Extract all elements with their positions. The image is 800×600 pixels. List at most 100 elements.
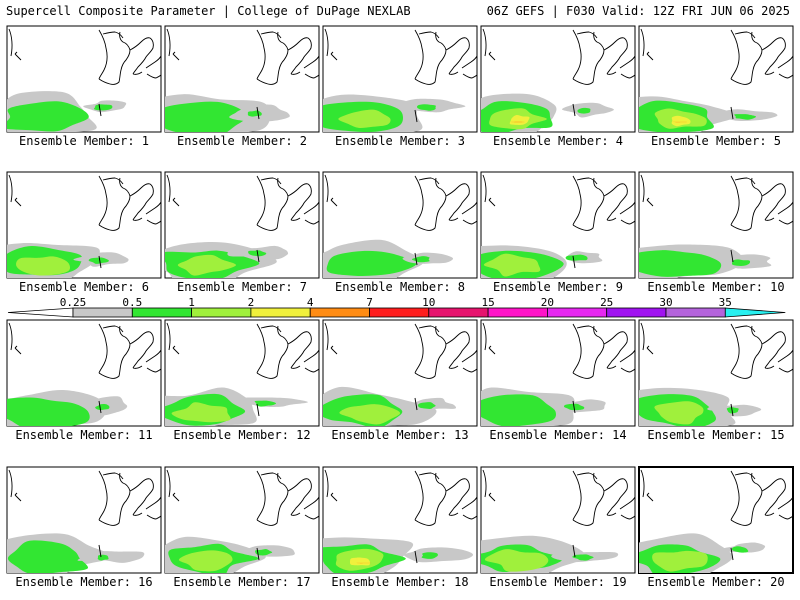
ensemble-panel-14: Ensemble Member: 14 — [480, 319, 636, 442]
coastline — [102, 177, 124, 185]
ensemble-panel-12: Ensemble Member: 12 — [164, 319, 320, 442]
coastline — [620, 367, 636, 373]
contour-level-2 — [177, 254, 236, 276]
coastline — [129, 478, 154, 516]
scp-field — [481, 387, 606, 426]
coastline — [572, 175, 605, 231]
colorbar-swatch — [487, 307, 548, 318]
colorbar-swatch — [191, 307, 252, 318]
ensemble-panel-20: Ensemble Member: 20 — [638, 466, 794, 589]
contour-streak-core — [254, 400, 277, 407]
coastline — [646, 51, 654, 61]
contour-streak-core — [577, 107, 591, 114]
scp-field — [639, 96, 778, 132]
scp-field — [165, 242, 289, 278]
scp-field — [165, 536, 295, 573]
coastline — [303, 201, 320, 215]
ensemble-panel-6: Ensemble Member: 6 — [6, 171, 162, 294]
contour-level-1 — [326, 250, 417, 276]
contour-level-1 — [639, 250, 722, 277]
coastline — [646, 345, 654, 355]
ensemble-member-label: Ensemble Member: 20 — [647, 575, 784, 589]
coastline — [8, 469, 13, 498]
colorbar-swatch — [369, 307, 430, 318]
coastline — [146, 73, 162, 79]
colorbar-low-arrow — [7, 307, 74, 318]
contour-streak-core — [421, 552, 438, 559]
ensemble-panel-11: Ensemble Member: 11 — [6, 319, 162, 442]
coastline — [646, 492, 654, 502]
boundary-line — [572, 400, 576, 414]
coastline — [330, 197, 338, 207]
colorbar-swatch — [428, 307, 489, 318]
coastline — [730, 470, 763, 526]
contour-level-1 — [7, 101, 89, 132]
coastline — [303, 349, 320, 363]
ensemble-panel-4: Ensemble Member: 4 — [480, 25, 636, 148]
coastline — [619, 201, 636, 215]
coastline — [145, 349, 162, 363]
coastline — [640, 322, 645, 351]
coastline — [619, 55, 636, 69]
contour-level-1 — [7, 540, 88, 573]
boundary-line — [414, 397, 418, 411]
scp-field — [481, 93, 614, 132]
contour-streak-core — [417, 402, 436, 409]
coastline — [287, 331, 312, 369]
boundary-line — [414, 109, 418, 123]
boundary-line — [256, 547, 260, 561]
boundary-line — [414, 550, 418, 564]
boundary-line — [98, 255, 102, 269]
contour-level-2 — [652, 550, 708, 572]
coastline — [102, 31, 124, 39]
colorbar-tick-label: 25 — [600, 296, 613, 309]
coastline — [777, 55, 794, 69]
coastline — [303, 55, 320, 69]
scp-field — [7, 389, 128, 426]
coastline — [576, 325, 598, 333]
coastline — [256, 323, 289, 379]
contour-streak-core — [731, 259, 751, 266]
coastline — [445, 37, 470, 75]
coastline — [778, 73, 794, 79]
colorbar-tick-label: 0.25 — [60, 296, 87, 309]
scp-field — [323, 239, 454, 278]
coastline — [778, 514, 794, 520]
coastline — [761, 478, 786, 516]
coastline — [646, 197, 654, 207]
colorbar-tick-label: 20 — [541, 296, 554, 309]
coastline — [576, 31, 598, 39]
coastline — [576, 177, 598, 185]
coastline — [734, 472, 756, 480]
ensemble-member-label: Ensemble Member: 8 — [335, 280, 465, 294]
coastline — [166, 469, 171, 498]
coastline — [734, 31, 756, 39]
colorbar-tick-label: 7 — [366, 296, 373, 309]
coastline — [572, 323, 605, 379]
boundary-line — [572, 255, 576, 269]
coastline — [414, 175, 447, 231]
ensemble-member-label: Ensemble Member: 10 — [647, 280, 784, 294]
contour-streak-core — [731, 546, 749, 553]
coastline — [129, 37, 154, 75]
coastline — [620, 514, 636, 520]
contour-level-3 — [509, 115, 530, 125]
coastline — [14, 197, 22, 207]
coastline — [488, 51, 496, 61]
coastline — [761, 37, 786, 75]
coastline — [462, 73, 478, 79]
coastline — [418, 472, 440, 480]
coastline — [324, 322, 329, 351]
coastline — [102, 472, 124, 480]
coastline — [324, 174, 329, 203]
colorbar-tick-label: 4 — [307, 296, 314, 309]
coastline — [14, 51, 22, 61]
coastline — [166, 174, 171, 203]
coastline — [445, 478, 470, 516]
ensemble-panel-7: Ensemble Member: 7 — [164, 171, 320, 294]
coastline — [129, 331, 154, 369]
coastline — [640, 28, 645, 57]
contour-streak-core — [726, 407, 739, 414]
ensemble-member-label: Ensemble Member: 7 — [177, 280, 307, 294]
contour-level-2 — [171, 402, 231, 423]
